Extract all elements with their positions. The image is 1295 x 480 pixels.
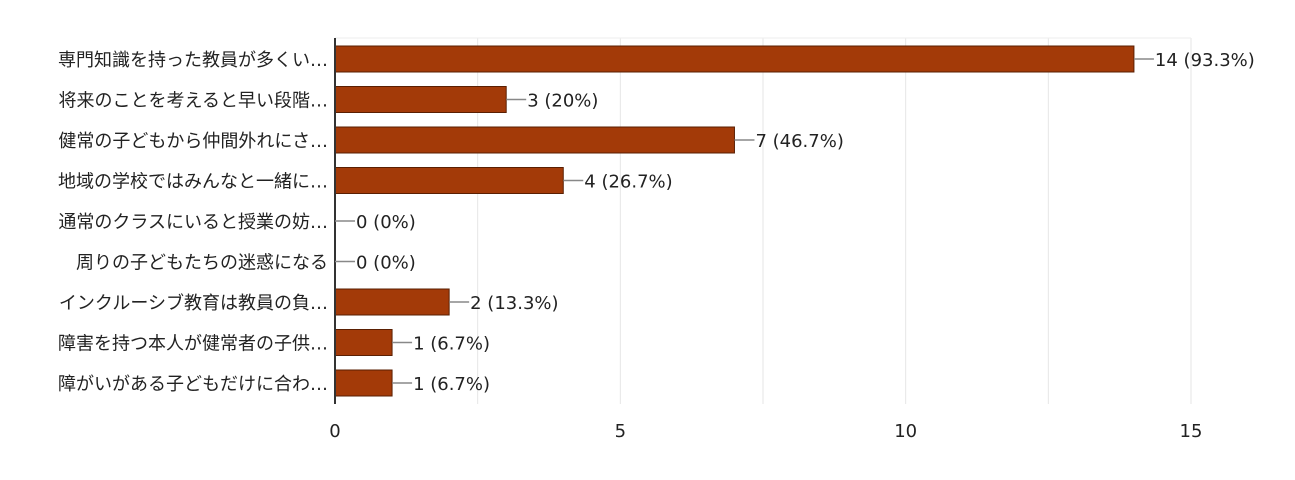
category-label: 専門知識を持った教員が多くい… — [58, 50, 328, 71]
data-label: 1 (6.7%) — [413, 334, 490, 355]
category-label: インクルーシブ教育は教員の負… — [59, 292, 328, 314]
category-label: 通常のクラスにいると授業の妨… — [58, 212, 328, 233]
data-label: 7 (46.7%) — [755, 131, 843, 152]
bar[interactable] — [334, 126, 735, 154]
data-label: 2 (13.3%) — [470, 293, 558, 314]
x-tick-label: 5 — [615, 421, 626, 442]
x-tick-label: 15 — [1180, 421, 1203, 442]
data-label: 4 (26.7%) — [584, 172, 672, 193]
data-label: 1 (6.7%) — [413, 374, 490, 395]
bar[interactable] — [334, 86, 507, 113]
category-label: 地域の学校ではみんなと一緒に… — [58, 172, 328, 193]
category-label: 周りの子どもたちの迷惑になる — [76, 253, 328, 274]
bar[interactable] — [334, 329, 393, 356]
category-label: 障害を持つ本人が健常者の子供… — [58, 334, 328, 355]
x-tick-label: 10 — [894, 421, 917, 442]
category-label: 健常の子どもから仲間外れにさ… — [58, 131, 328, 152]
bar[interactable] — [334, 167, 564, 194]
x-tick-label: 0 — [329, 421, 340, 442]
bars-layer — [334, 45, 1135, 397]
data-label: 14 (93.3%) — [1155, 50, 1255, 71]
grid-layer — [335, 37, 1192, 404]
data-label: 3 (20%) — [527, 91, 598, 112]
category-label: 将来のことを考えると早い段階… — [59, 91, 328, 112]
category-label: 障がいがある子どもだけに合わ… — [58, 374, 328, 395]
bar[interactable] — [334, 288, 450, 316]
labels-layer: 14 (93.3%) 専門知識を持った教員が多くい… 3 (20%) 将来のことを考え… — [58, 50, 1255, 395]
data-label: 0 (0%) — [356, 253, 416, 274]
bar[interactable] — [334, 45, 1135, 73]
data-label: 0 (0%) — [356, 212, 416, 233]
bar[interactable] — [334, 369, 393, 397]
